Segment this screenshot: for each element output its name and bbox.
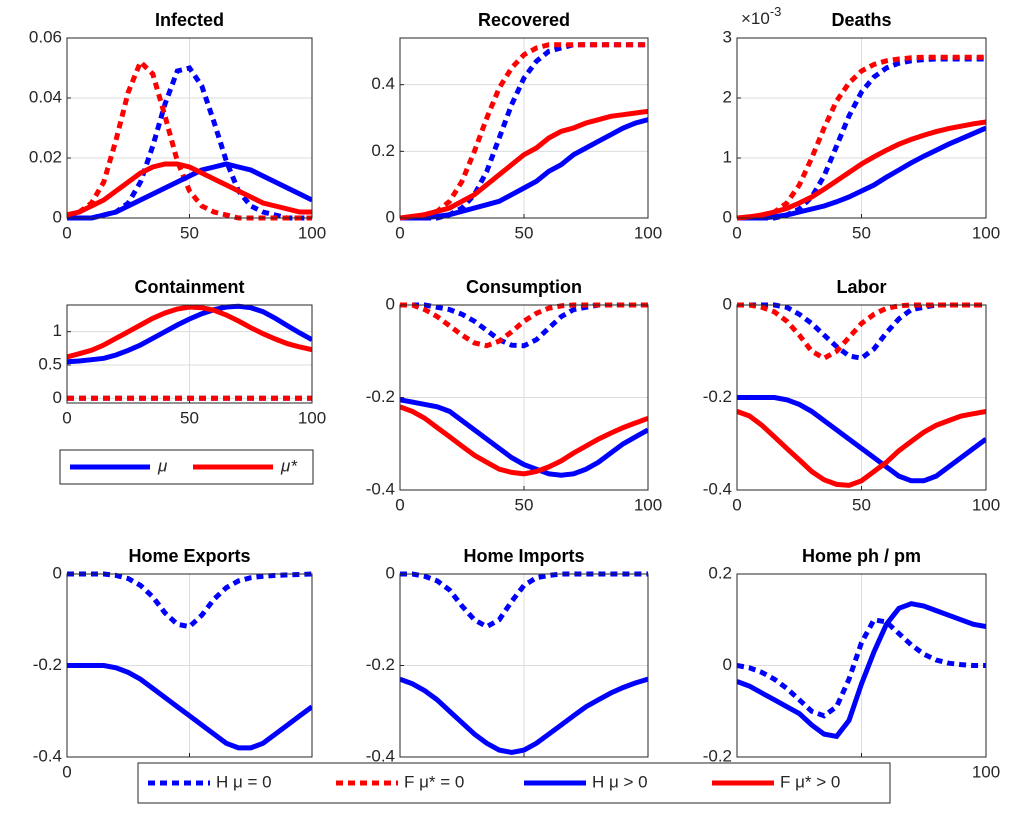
series-line bbox=[400, 117, 648, 221]
chart-title: Deaths bbox=[831, 10, 891, 30]
y-tick-label: 0.02 bbox=[29, 147, 62, 166]
series-line bbox=[67, 161, 312, 218]
legend-label: F μ* = 0 bbox=[404, 772, 464, 791]
y-tick-label: 0.04 bbox=[29, 87, 62, 106]
y-multiplier-base: ×10 bbox=[741, 9, 770, 28]
plot-frame bbox=[736, 37, 987, 219]
plot-frame bbox=[66, 573, 313, 758]
series-line bbox=[737, 395, 986, 484]
y-tick-label: 3 bbox=[723, 27, 732, 46]
plot-frame bbox=[66, 37, 313, 219]
series-line bbox=[737, 54, 986, 221]
y-tick-label: -0.2 bbox=[366, 655, 395, 674]
y-tick-label: 0.4 bbox=[371, 74, 395, 93]
chart-title: Labor bbox=[836, 277, 886, 297]
x-tick-label: 0 bbox=[62, 762, 71, 781]
plot-frame bbox=[399, 37, 649, 219]
legend-label: H μ = 0 bbox=[216, 772, 272, 791]
chart-title: Home Exports bbox=[128, 546, 250, 566]
series-line bbox=[400, 404, 648, 477]
chart-title: Home Imports bbox=[463, 546, 584, 566]
y-tick-label: 0.06 bbox=[29, 27, 62, 46]
y-tick-label: 1 bbox=[723, 147, 732, 166]
y-tick-label: 0 bbox=[723, 207, 732, 226]
x-tick-label: 50 bbox=[852, 495, 871, 514]
legend-label: H μ > 0 bbox=[592, 772, 648, 791]
x-tick-label: 100 bbox=[972, 223, 1000, 242]
y-tick-label: 0 bbox=[723, 294, 732, 313]
plot-frame bbox=[66, 304, 313, 404]
x-tick-label: 100 bbox=[634, 495, 662, 514]
series-line bbox=[737, 408, 986, 488]
y-tick-label: 0.5 bbox=[38, 354, 62, 373]
series-line bbox=[737, 125, 986, 221]
x-tick-label: 50 bbox=[852, 223, 871, 242]
legend-label: μ* bbox=[280, 456, 298, 475]
y-tick-label: -0.4 bbox=[366, 746, 395, 765]
y-tick-label: 0 bbox=[53, 207, 62, 226]
series-line bbox=[737, 119, 986, 221]
chart-title: Containment bbox=[135, 277, 245, 297]
y-tick-label: -0.4 bbox=[703, 479, 732, 498]
x-tick-label: 0 bbox=[395, 223, 404, 242]
series-line bbox=[400, 42, 648, 221]
plot-frame bbox=[736, 304, 987, 491]
x-tick-label: 100 bbox=[634, 223, 662, 242]
y-multiplier: ×10-3 bbox=[741, 4, 781, 28]
legend-label: F μ* > 0 bbox=[780, 772, 840, 791]
series-line bbox=[67, 303, 312, 365]
y-tick-label: -0.4 bbox=[366, 479, 395, 498]
chart-title: Home ph / pm bbox=[802, 546, 921, 566]
series-line bbox=[400, 108, 648, 221]
series-line bbox=[67, 161, 312, 221]
y-tick-label: 0 bbox=[53, 563, 62, 582]
y-tick-label: 0.2 bbox=[708, 563, 732, 582]
y-tick-label: -0.2 bbox=[703, 746, 732, 765]
series-line bbox=[400, 676, 648, 755]
legend-label: μ bbox=[157, 456, 168, 475]
x-tick-label: 0 bbox=[732, 495, 741, 514]
x-tick-label: 0 bbox=[732, 223, 741, 242]
x-tick-label: 0 bbox=[62, 223, 71, 242]
y-tick-label: 0 bbox=[53, 388, 62, 407]
x-tick-label: 100 bbox=[298, 408, 326, 427]
plot-frame bbox=[399, 304, 649, 491]
x-tick-label: 100 bbox=[298, 223, 326, 242]
x-tick-label: 100 bbox=[972, 495, 1000, 514]
x-tick-label: 0 bbox=[62, 408, 71, 427]
y-tick-label: 0.2 bbox=[371, 141, 395, 160]
x-tick-label: 50 bbox=[180, 408, 199, 427]
y-tick-label: -0.4 bbox=[33, 746, 62, 765]
plot-frame bbox=[736, 573, 987, 758]
series-line bbox=[67, 304, 312, 360]
y-tick-label: 0 bbox=[386, 563, 395, 582]
y-tick-label: -0.2 bbox=[366, 387, 395, 406]
chart-title: Infected bbox=[155, 10, 224, 30]
x-tick-label: 50 bbox=[515, 495, 534, 514]
plot-frame bbox=[399, 573, 649, 758]
x-tick-label: 100 bbox=[972, 762, 1000, 781]
y-multiplier-exponent: -3 bbox=[770, 4, 782, 19]
series-line bbox=[67, 663, 312, 751]
x-tick-label: 50 bbox=[180, 223, 199, 242]
y-tick-label: 0 bbox=[723, 655, 732, 674]
series-line bbox=[737, 601, 986, 740]
chart-title: Recovered bbox=[478, 10, 570, 30]
y-tick-label: 0 bbox=[386, 207, 395, 226]
x-tick-label: 0 bbox=[395, 495, 404, 514]
x-tick-label: 50 bbox=[515, 223, 534, 242]
y-tick-label: -0.2 bbox=[703, 387, 732, 406]
y-tick-label: -0.2 bbox=[33, 655, 62, 674]
y-tick-label: 0 bbox=[386, 294, 395, 313]
series-line bbox=[400, 397, 648, 478]
y-tick-label: 1 bbox=[53, 321, 62, 340]
y-tick-label: 2 bbox=[723, 87, 732, 106]
chart-title: Consumption bbox=[466, 277, 582, 297]
series-line bbox=[737, 617, 986, 719]
